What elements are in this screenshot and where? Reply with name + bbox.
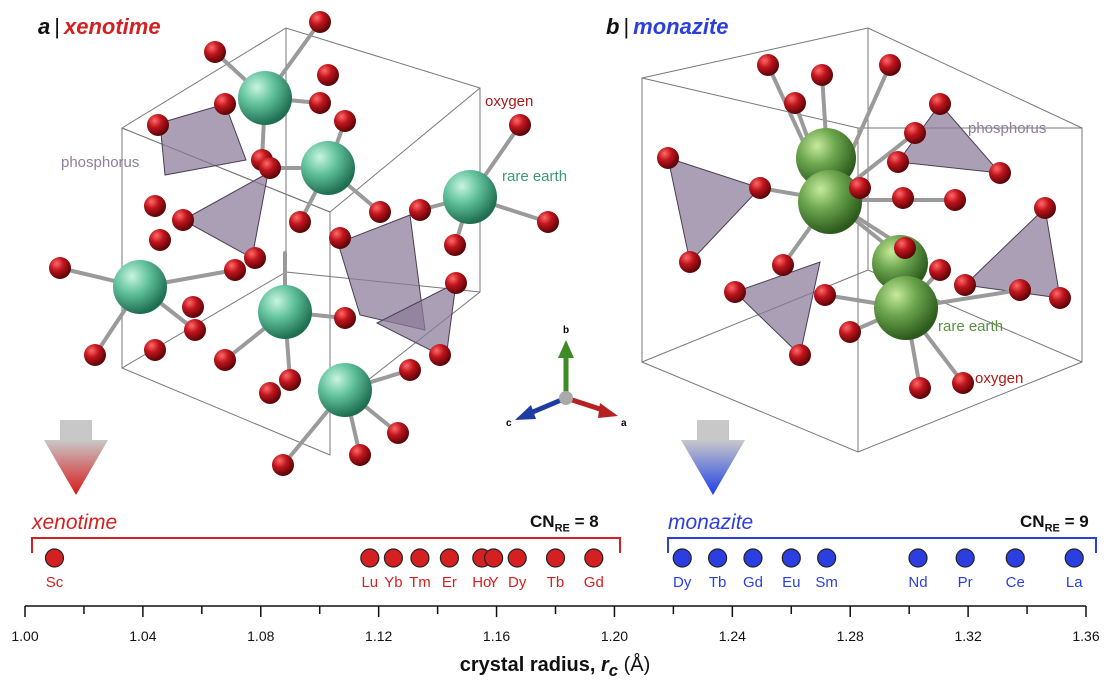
element-label-lu: Lu	[361, 574, 379, 591]
axis-title-subscript: c	[608, 661, 619, 680]
element-marker-la	[1064, 548, 1084, 568]
element-label-er: Er	[441, 574, 457, 591]
axis-c-label: c	[506, 418, 512, 429]
tick-label: 1.32	[954, 628, 982, 644]
xenotime-structure	[49, 11, 559, 476]
xenotime-range-label: xenotime	[32, 511, 118, 534]
element-label-sc: Sc	[45, 574, 64, 591]
element-label-sm: Sm	[815, 574, 838, 591]
element-marker-gd	[584, 548, 604, 568]
element-label-dy: Dy	[508, 574, 527, 591]
radius-axis-title: crystal radius, rc (Å)	[0, 654, 1110, 681]
element-marker-lu	[360, 548, 380, 568]
element-label-dy: Dy	[673, 574, 692, 591]
tick-label: 1.24	[718, 628, 746, 644]
element-marker-tb	[545, 548, 566, 568]
element-label-pr: Pr	[957, 574, 973, 591]
monazite-oxygen-label: oxygen	[975, 370, 1024, 387]
xenotime-oxygen-label: oxygen	[485, 93, 534, 110]
xenotime-phosphate-tetrahedra	[159, 103, 457, 359]
panel-a-title: a | xenotime	[38, 14, 161, 40]
element-marker-yb	[383, 548, 404, 568]
panel-a-separator: |	[54, 14, 60, 39]
element-label-nd: Nd	[908, 574, 928, 591]
element-label-tm: Tm	[409, 574, 431, 591]
cn-prefix: CN	[530, 512, 555, 531]
axis-title-variable: r	[600, 654, 609, 676]
tick-label: 1.08	[247, 628, 275, 644]
cn-value: = 9	[1059, 512, 1089, 531]
element-label-tb: Tb	[708, 574, 727, 591]
axis-a-label: a	[621, 418, 627, 429]
element-label-yb: Yb	[384, 574, 403, 591]
cn-subscript: RE	[554, 522, 570, 535]
axis-title-text: crystal radius,	[459, 654, 601, 676]
monazite-structure	[641, 27, 1083, 453]
monazite-oxygen-atoms	[657, 54, 1071, 399]
element-label-la: La	[1065, 574, 1083, 591]
tick-label: 1.04	[129, 628, 157, 644]
panel-a-letter: a	[38, 14, 51, 39]
element-label-gd: Gd	[583, 574, 604, 591]
panel-a-name: xenotime	[63, 14, 161, 39]
tick-label: 1.36	[1072, 628, 1100, 644]
monazite-phosphorus-label: phosphorus	[968, 120, 1047, 137]
axes-triad	[515, 340, 618, 420]
panel-b-letter: b	[606, 14, 620, 39]
xenotime-rare-earth-atoms	[113, 71, 497, 417]
element-label-y: Y	[488, 574, 499, 591]
element-marker-dy	[672, 548, 692, 568]
element-marker-y	[484, 548, 504, 568]
monazite-rare-earth-label: rare earth	[938, 318, 1004, 335]
element-label-ho: Ho	[472, 574, 492, 591]
element-marker-sm	[817, 548, 837, 568]
element-marker-sc	[44, 548, 65, 568]
tick-label: 1.28	[836, 628, 864, 644]
element-marker-tm	[410, 548, 430, 568]
element-markers	[44, 548, 1084, 568]
element-label-ce: Ce	[1005, 574, 1025, 591]
panel-b-title: b | monazite	[606, 14, 729, 40]
monazite-range-bracket	[667, 537, 1097, 553]
xenotime-arrow	[44, 420, 108, 495]
element-marker-eu	[781, 548, 801, 568]
element-label-tb: Tb	[546, 574, 565, 591]
element-label-gd: Gd	[742, 574, 763, 591]
element-marker-er	[439, 548, 459, 568]
tick-label: 1.00	[11, 628, 39, 644]
cn-prefix: CN	[1020, 512, 1045, 531]
cn-subscript: RE	[1044, 522, 1060, 535]
radius-axis-ticks	[24, 606, 1087, 617]
element-marker-tb	[707, 548, 728, 568]
tick-label: 1.20	[600, 628, 629, 644]
xenotime-rare-earth-label: rare earth	[502, 168, 568, 185]
cn-value: = 8	[569, 512, 599, 531]
panel-b-name: monazite	[633, 14, 729, 39]
tick-label: 1.16	[482, 628, 511, 644]
crystal-structures-illustration	[44, 11, 1083, 495]
monazite-range-label: monazite	[668, 511, 754, 534]
axis-b-label: b	[563, 325, 570, 336]
monazite-coordination-number: CNRE = 9	[1020, 512, 1089, 534]
xenotime-oxygen-atoms	[49, 11, 559, 476]
monazite-arrow	[681, 420, 745, 495]
element-marker-gd	[743, 548, 763, 568]
xenotime-coordination-number: CNRE = 8	[530, 512, 599, 534]
xenotime-range-bracket	[31, 537, 621, 553]
monazite-phosphate-tetrahedra	[667, 103, 1061, 356]
element-marker-ce	[1005, 548, 1025, 568]
tick-label: 1.12	[365, 628, 393, 644]
xenotime-phosphorus-label: phosphorus	[61, 154, 140, 171]
element-label-eu: Eu	[782, 574, 801, 591]
axis-title-unit: (Å)	[618, 654, 651, 676]
element-marker-nd	[908, 548, 928, 568]
panel-b-separator: |	[623, 14, 630, 39]
element-marker-dy	[507, 548, 527, 568]
element-marker-pr	[955, 548, 975, 568]
